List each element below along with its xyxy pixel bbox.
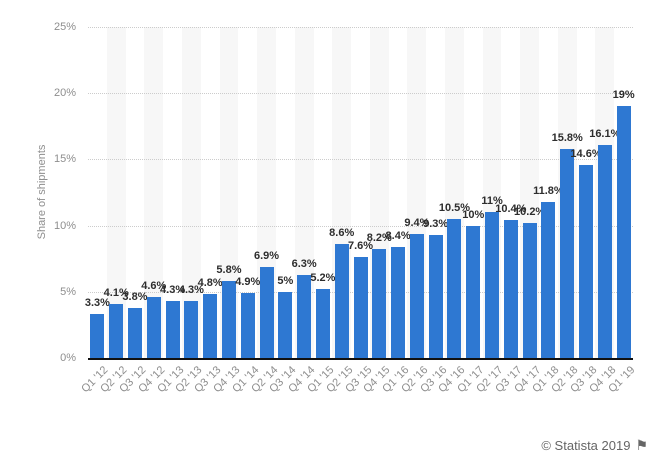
y-tick-label: 25% (53, 21, 76, 33)
bar-value-label: 11% (481, 195, 503, 208)
bar (579, 164, 594, 358)
bar (278, 291, 293, 358)
x-tick-label: Q1 '19 (605, 364, 638, 396)
y-tick-label: 10% (53, 219, 76, 232)
bar (541, 201, 556, 358)
bar-value-label: 11.8% (533, 184, 564, 197)
bar-value-label: 4.3% (160, 284, 186, 297)
column-band (144, 27, 164, 358)
bar (334, 244, 349, 358)
bar-value-label: 4.1% (103, 286, 129, 299)
bar (466, 225, 481, 358)
bar-value-label: 8.6% (329, 227, 355, 240)
bar (221, 281, 236, 358)
attribution: © Statista 2019 ⚑ (541, 437, 648, 454)
bar-value-label: 5.2% (310, 272, 336, 285)
bar-value-label: 3.3% (84, 297, 110, 310)
bar (184, 301, 199, 358)
bar (259, 266, 274, 358)
bar (315, 289, 330, 358)
bar-value-label: 7.6% (347, 240, 374, 253)
statista-attribution-link[interactable]: © Statista 2019 ⚑ (541, 437, 648, 453)
bar-value-label: 4.8% (197, 277, 223, 290)
bar-value-label: 4.6% (141, 280, 167, 293)
bar (409, 233, 424, 358)
bar-value-label: 4.9% (235, 276, 261, 289)
attribution-text: © Statista 2019 (541, 438, 631, 453)
y-tick-label: 20% (53, 87, 76, 100)
bar-value-label: 10% (462, 208, 485, 221)
bar-value-label: 15.8% (551, 131, 583, 144)
flag-icon: ⚑ (635, 437, 648, 453)
bar (165, 301, 180, 358)
bar-value-label: 6.3% (291, 257, 317, 270)
bar (90, 314, 105, 358)
bar-value-label: 16.1% (589, 127, 621, 140)
bar-value-label: 8.4% (385, 229, 411, 242)
bar (297, 274, 312, 358)
bar (127, 307, 142, 358)
bar (372, 249, 387, 358)
gridline (88, 159, 633, 161)
bar-value-label: 8.2% (366, 232, 392, 245)
bar (597, 144, 612, 358)
bar (146, 297, 161, 358)
x-axis-line (88, 358, 633, 360)
gridline (88, 27, 633, 28)
bar (485, 212, 500, 358)
bar-value-label: 3.8% (122, 290, 148, 303)
column-band (106, 27, 126, 358)
bar-value-label: 4.3% (178, 284, 204, 297)
bar (522, 222, 537, 358)
bar-value-label: 10.4% (495, 203, 527, 216)
column-band (219, 27, 239, 358)
gridline (88, 225, 633, 227)
bar-value-label: 9.4% (404, 216, 430, 229)
gridline (88, 93, 633, 95)
bar (428, 234, 443, 358)
bar (503, 220, 518, 358)
bar-value-label: 5.8% (216, 264, 242, 277)
bar-value-label: 9.3% (423, 217, 449, 230)
bar (447, 218, 462, 358)
bar-value-label: 6.9% (253, 249, 280, 262)
bar-value-label: 5% (277, 274, 294, 287)
bar (353, 257, 368, 358)
column-band (181, 27, 201, 358)
bar (240, 293, 255, 358)
bar-value-label: 14.6% (570, 147, 602, 160)
y-tick-label: 15% (53, 153, 76, 166)
bar-value-label: 10.2% (514, 205, 546, 218)
bar-value-label: 10.5% (438, 201, 471, 214)
bar (616, 106, 631, 358)
bar (560, 148, 575, 358)
bar (391, 246, 406, 358)
y-tick-label: 5% (60, 285, 76, 298)
bar (203, 294, 218, 358)
y-tick-label: 0% (60, 352, 76, 364)
bar (109, 303, 124, 358)
bar-value-label: 19% (612, 89, 635, 102)
